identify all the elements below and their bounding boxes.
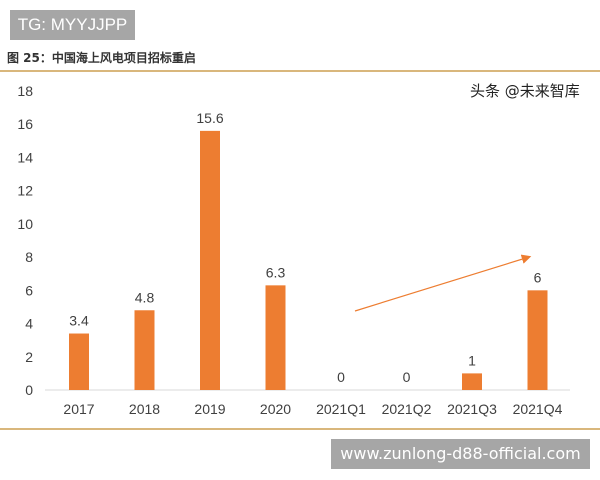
bar-2021Q3 [462, 373, 482, 390]
bar-2018 [134, 310, 155, 390]
y-tick-label: 14 [17, 149, 33, 165]
x-tick-label: 2018 [129, 401, 160, 417]
data-label-2018: 4.8 [135, 289, 155, 305]
x-tick-label: 2021Q1 [316, 401, 366, 417]
y-tick-label: 2 [25, 349, 33, 365]
data-label-2021Q1: 0 [337, 369, 345, 385]
trend-arrow [354, 254, 532, 312]
data-label-2020: 6.3 [266, 264, 286, 280]
x-tick-label: 2017 [63, 401, 94, 417]
y-tick-label: 18 [17, 83, 33, 99]
url-banner: www.zunlong-d88-official.com [331, 439, 590, 469]
y-tick-label: 0 [25, 382, 33, 398]
y-tick-label: 4 [25, 316, 33, 332]
bar-chart: 0246810121416183.420174.8201815.620196.3… [17, 83, 570, 417]
x-tick-label: 2021Q2 [382, 401, 432, 417]
data-label-2021Q3: 1 [468, 352, 476, 368]
bar-2021Q4 [527, 290, 548, 390]
data-label-2017: 3.4 [69, 313, 89, 329]
x-tick-label: 2019 [194, 401, 225, 417]
data-label-2019: 15.6 [196, 110, 223, 126]
figure-title: 图 25：中国海上风电项目招标重启 [7, 51, 196, 65]
x-tick-label: 2021Q4 [513, 401, 563, 417]
x-tick-label: 2020 [260, 401, 291, 417]
data-label-2021Q2: 0 [403, 369, 411, 385]
x-tick-label: 2021Q3 [447, 401, 497, 417]
top-divider [0, 70, 600, 72]
y-tick-label: 10 [17, 216, 33, 232]
watermark: 头条 @未来智库 [470, 82, 580, 100]
bottom-divider [0, 428, 600, 430]
y-tick-label: 8 [25, 249, 33, 265]
tg-label: TG: MYYJJPP [10, 10, 135, 40]
bar-2020 [265, 285, 286, 390]
y-tick-label: 6 [25, 282, 33, 298]
data-label-2021Q4: 6 [534, 269, 542, 285]
y-tick-label: 12 [17, 183, 33, 199]
bar-2017 [69, 333, 89, 390]
bar-2019 [200, 130, 220, 390]
y-tick-label: 16 [17, 116, 33, 132]
